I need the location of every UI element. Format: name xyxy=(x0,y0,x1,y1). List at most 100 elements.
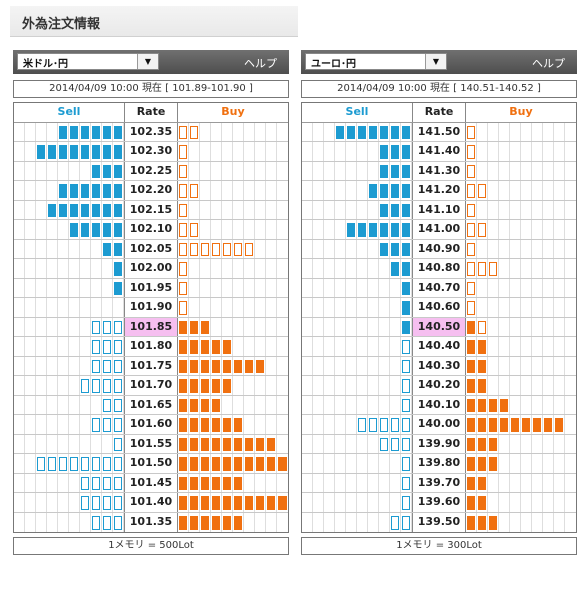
sell-cell xyxy=(346,434,357,453)
buy-cell xyxy=(499,122,510,141)
sell-cell xyxy=(58,317,69,336)
rate-cell: 140.00 xyxy=(412,415,466,434)
buy-bar xyxy=(178,142,288,161)
sell-cell xyxy=(25,298,36,317)
sell-cell xyxy=(346,142,357,161)
buy-cell xyxy=(510,298,521,317)
sell-cell xyxy=(379,454,390,473)
sell-cell xyxy=(346,512,357,532)
sell-bar xyxy=(14,298,124,317)
buy-cell xyxy=(255,395,266,414)
buy-cell xyxy=(565,201,576,220)
sell-cell xyxy=(80,473,91,492)
buy-cell xyxy=(178,493,189,512)
sell-cell xyxy=(14,142,25,161)
buy-cell xyxy=(233,454,244,473)
sell-cell xyxy=(25,122,36,141)
buy-cell xyxy=(233,278,244,297)
buy-bar xyxy=(466,161,576,180)
sell-cell xyxy=(102,278,113,297)
sell-cell xyxy=(368,181,379,200)
buy-cell xyxy=(222,493,233,512)
buy-cell xyxy=(255,473,266,492)
chevron-down-icon[interactable]: ▼ xyxy=(425,54,446,69)
buy-cell xyxy=(521,200,532,219)
sell-cell xyxy=(69,493,80,512)
sell-cell xyxy=(357,376,368,395)
sell-cell xyxy=(313,454,324,473)
sell-cell xyxy=(14,473,25,492)
sell-cell xyxy=(36,259,47,278)
chevron-down-icon[interactable]: ▼ xyxy=(137,54,158,69)
help-link[interactable]: ヘルプ xyxy=(244,57,277,70)
buy-bar xyxy=(466,415,576,434)
buy-cell xyxy=(510,317,521,336)
sell-cell xyxy=(69,473,80,492)
buy-cell xyxy=(211,395,222,414)
buy-cell xyxy=(211,220,222,239)
sell-cell xyxy=(113,220,124,239)
sell-cell xyxy=(36,142,47,161)
sell-cell xyxy=(102,395,113,414)
sell-cell xyxy=(58,278,69,297)
buy-bar xyxy=(466,454,576,473)
buy-cell xyxy=(211,493,222,512)
buy-cell xyxy=(521,181,532,200)
rate-cell: 102.25 xyxy=(124,161,178,180)
rate-row: 140.10 xyxy=(302,395,576,415)
sell-bar xyxy=(14,161,124,180)
buy-cell xyxy=(488,434,499,453)
buy-cell xyxy=(477,337,488,356)
buy-cell xyxy=(510,493,521,512)
lot-unit-footer: 1メモリ = 300Lot xyxy=(301,537,577,555)
buy-cell xyxy=(277,396,288,415)
buy-cell xyxy=(189,415,200,434)
sell-cell xyxy=(58,239,69,258)
sell-cell xyxy=(91,473,102,492)
sell-cell xyxy=(324,395,335,414)
sell-cell xyxy=(91,376,102,395)
sell-cell xyxy=(36,220,47,239)
sell-bar xyxy=(302,239,412,258)
buy-cell xyxy=(554,298,565,317)
sell-cell xyxy=(80,395,91,414)
buy-cell xyxy=(532,512,543,532)
buy-cell xyxy=(510,473,521,492)
sell-cell xyxy=(357,278,368,297)
buy-cell xyxy=(222,181,233,200)
sell-cell xyxy=(102,142,113,161)
sell-cell xyxy=(401,200,412,219)
buy-cell xyxy=(255,161,266,180)
buy-cell xyxy=(178,278,189,297)
sell-cell xyxy=(80,298,91,317)
buy-cell xyxy=(266,376,277,395)
sell-bar xyxy=(302,278,412,297)
sell-cell xyxy=(91,122,102,141)
sell-cell xyxy=(379,337,390,356)
buy-cell xyxy=(211,278,222,297)
buy-cell xyxy=(200,434,211,453)
sell-cell xyxy=(302,142,313,161)
sell-cell xyxy=(346,415,357,434)
sell-cell xyxy=(346,473,357,492)
sell-cell xyxy=(368,298,379,317)
sell-cell xyxy=(335,122,346,141)
currency-pair-select[interactable]: 米ドル･円 ▼ xyxy=(17,53,159,70)
help-link[interactable]: ヘルプ xyxy=(532,57,565,70)
sell-cell xyxy=(346,278,357,297)
buy-bar xyxy=(466,298,576,317)
sell-bar xyxy=(302,298,412,317)
buy-cell xyxy=(554,220,565,239)
buy-cell xyxy=(233,395,244,414)
currency-pair-select[interactable]: ユーロ･円 ▼ xyxy=(305,53,447,70)
sell-cell xyxy=(368,220,379,239)
sell-cell xyxy=(69,142,80,161)
sell-cell xyxy=(58,337,69,356)
buy-cell xyxy=(510,200,521,219)
buy-cell xyxy=(200,376,211,395)
sell-cell xyxy=(302,181,313,200)
rate-cell: 101.95 xyxy=(124,278,178,297)
rate-row: 102.10 xyxy=(14,220,288,240)
buy-cell xyxy=(255,259,266,278)
page-title: 外為注文情報 xyxy=(22,17,101,32)
